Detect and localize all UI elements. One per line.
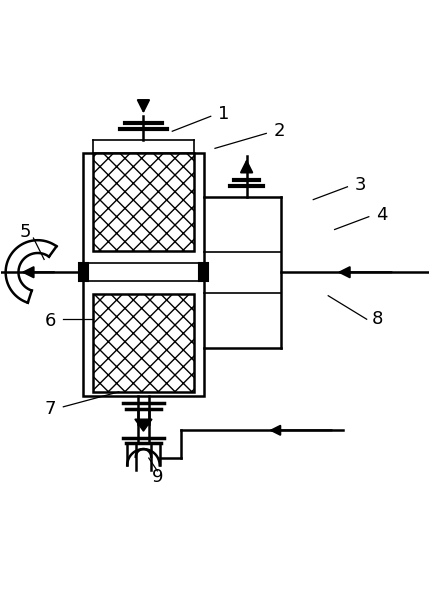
Text: 9: 9 [151, 468, 163, 486]
Bar [79, 263, 88, 281]
Text: 1: 1 [218, 105, 229, 123]
Text: 7: 7 [45, 400, 56, 418]
Text: 6: 6 [45, 313, 56, 331]
Text: 8: 8 [372, 310, 383, 328]
Bar [199, 263, 208, 281]
Bar [93, 152, 194, 251]
Text: 5: 5 [19, 223, 31, 241]
Bar [93, 293, 194, 392]
Text: 2: 2 [273, 122, 285, 140]
Polygon shape [135, 419, 152, 431]
Bar [83, 152, 204, 396]
Text: 3: 3 [354, 176, 366, 194]
Text: 4: 4 [376, 206, 387, 224]
